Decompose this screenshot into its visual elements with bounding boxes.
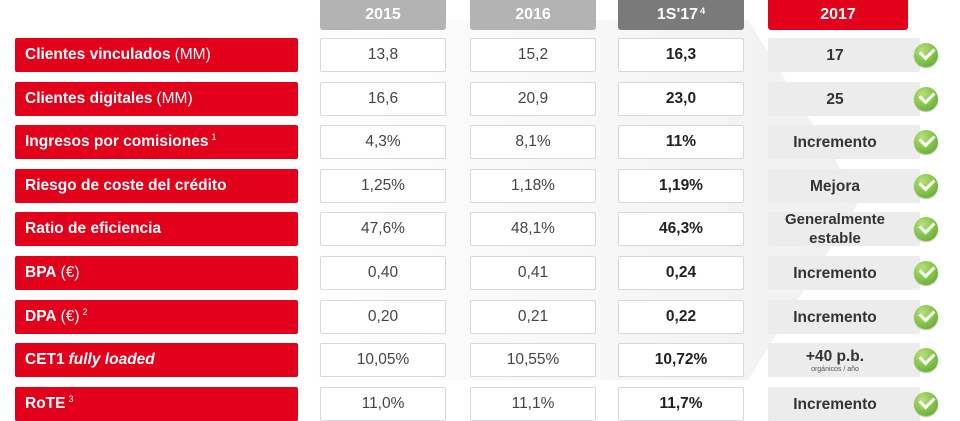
value-2015: 4,3% [320, 125, 446, 159]
value-2015: 10,05% [320, 343, 446, 377]
value-2015: 47,6% [320, 212, 446, 246]
header-2015: 2015 [320, 0, 446, 30]
table-row: Ratio de eficiencia 47,6% 48,1% 46,3% Ge… [0, 211, 960, 247]
value-2016: 8,1% [470, 125, 596, 159]
row-label: Clientes digitales (MM) [15, 82, 298, 116]
check-circle-icon [914, 217, 938, 241]
check-circle-icon [914, 87, 938, 111]
row-label: Ingresos por comisiones 1 [15, 125, 298, 159]
target-2017: 17 [768, 38, 938, 72]
target-2017: Incremento [768, 300, 938, 334]
table-row: RoTE 3 11,0% 11,1% 11,7% Incremento [0, 387, 960, 421]
check-circle-icon [914, 392, 938, 416]
value-1s17: 46,3% [618, 212, 744, 246]
header-2016: 2016 [470, 0, 596, 30]
target-2017: Mejora [768, 169, 938, 203]
value-1s17: 0,24 [618, 256, 744, 290]
row-label: Riesgo de coste del crédito [15, 169, 298, 203]
row-label: Ratio de eficiencia [15, 212, 298, 246]
check-circle-icon [914, 174, 938, 198]
check-circle-icon [914, 43, 938, 67]
value-2016: 48,1% [470, 212, 596, 246]
value-2016: 0,21 [470, 300, 596, 334]
value-1s17: 0,22 [618, 300, 744, 334]
check-circle-icon [914, 261, 938, 285]
check-circle-icon [914, 130, 938, 154]
value-2015: 0,20 [320, 300, 446, 334]
target-2017: +40 p.b. orgánicos / año [768, 343, 938, 377]
value-1s17: 16,3 [618, 38, 744, 72]
table-row: CET1 fully loaded 10,05% 10,55% 10,72% +4… [0, 343, 960, 377]
value-2015: 1,25% [320, 169, 446, 203]
value-1s17: 1,19% [618, 169, 744, 203]
header-1s17: 1S'17 4 [618, 0, 744, 30]
value-1s17: 11% [618, 125, 744, 159]
row-label: DPA (€) 2 [15, 300, 298, 334]
target-2017: Incremento [768, 125, 938, 159]
header-2017: 2017 [768, 0, 908, 30]
value-1s17: 10,72% [618, 343, 744, 377]
value-2015: 16,6 [320, 82, 446, 116]
value-2016: 20,9 [470, 82, 596, 116]
table-row: Clientes digitales (MM) 16,6 20,9 23,0 25 [0, 82, 960, 116]
row-label: Clientes vinculados (MM) [15, 38, 298, 72]
check-circle-icon [914, 305, 938, 329]
table-row: DPA (€) 2 0,20 0,21 0,22 Incremento [0, 300, 960, 334]
target-2017: 25 [768, 82, 938, 116]
row-label: BPA (€) [15, 256, 298, 290]
target-2017: Incremento [768, 387, 938, 421]
value-2015: 11,0% [320, 387, 446, 421]
value-2016: 15,2 [470, 38, 596, 72]
target-2017: Generalmente estable [768, 211, 938, 247]
target-2017: Incremento [768, 256, 938, 290]
value-2015: 13,8 [320, 38, 446, 72]
table-row: Clientes vinculados (MM) 13,8 15,2 16,3 1… [0, 38, 960, 72]
row-label: CET1 fully loaded [15, 343, 298, 377]
value-2015: 0,40 [320, 256, 446, 290]
check-circle-icon [914, 348, 938, 372]
value-2016: 1,18% [470, 169, 596, 203]
table-row: BPA (€) 0,40 0,41 0,24 Incremento [0, 256, 960, 290]
value-2016: 0,41 [470, 256, 596, 290]
row-label: RoTE 3 [15, 387, 298, 421]
table-row: Riesgo de coste del crédito 1,25% 1,18% … [0, 169, 960, 203]
value-2016: 11,1% [470, 387, 596, 421]
value-2016: 10,55% [470, 343, 596, 377]
value-1s17: 23,0 [618, 82, 744, 116]
table-row: Ingresos por comisiones 1 4,3% 8,1% 11% I… [0, 125, 960, 159]
value-1s17: 11,7% [618, 387, 744, 421]
